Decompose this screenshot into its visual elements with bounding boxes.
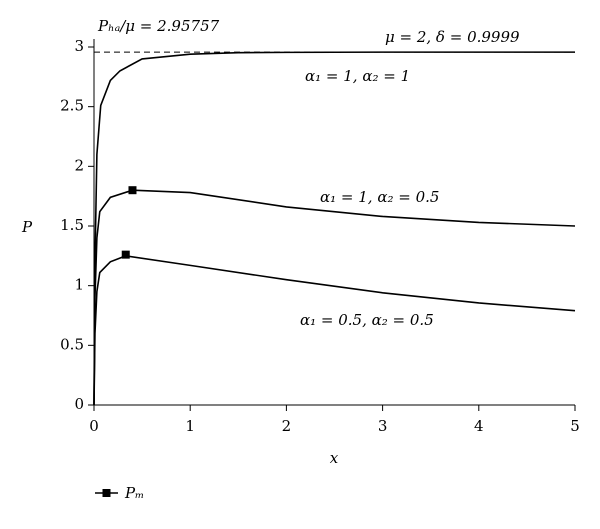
annotation: α₁ = 0.5, α₂ = 0.5 — [300, 311, 434, 329]
y-tick-label: 3 — [74, 37, 84, 55]
annotation: Pₕₐ/μ = 2.95757 — [97, 17, 220, 35]
x-tick-label: 0 — [89, 417, 99, 435]
marker — [128, 186, 137, 195]
x-tick-label: 3 — [378, 417, 388, 435]
y-tick-label: 2 — [74, 156, 84, 174]
x-tick-label: 2 — [282, 417, 292, 435]
y-tick-label: 0.5 — [60, 335, 84, 353]
y-tick-label: 0 — [74, 395, 84, 413]
x-tick-label: 4 — [474, 417, 484, 435]
line — [93, 255, 576, 406]
line — [93, 189, 576, 406]
y-tick-label: 1.5 — [60, 216, 84, 234]
x-axis-label: x — [330, 449, 339, 467]
x-tick-label: 5 — [570, 417, 580, 435]
x-tick-label: 1 — [185, 417, 195, 435]
y-tick-label: 2.5 — [60, 97, 84, 115]
annotation: α₁ = 1, α₂ = 0.5 — [320, 188, 439, 206]
y-tick-label: 1 — [74, 276, 84, 294]
y-axis-label: P — [21, 218, 33, 236]
legend-marker — [102, 489, 111, 497]
legend-label: Pₘ — [124, 484, 144, 502]
annotation: α₁ = 1, α₂ = 1 — [305, 67, 410, 85]
marker — [121, 250, 130, 259]
annotation: μ = 2, δ = 0.9999 — [385, 28, 520, 46]
line — [93, 51, 575, 406]
